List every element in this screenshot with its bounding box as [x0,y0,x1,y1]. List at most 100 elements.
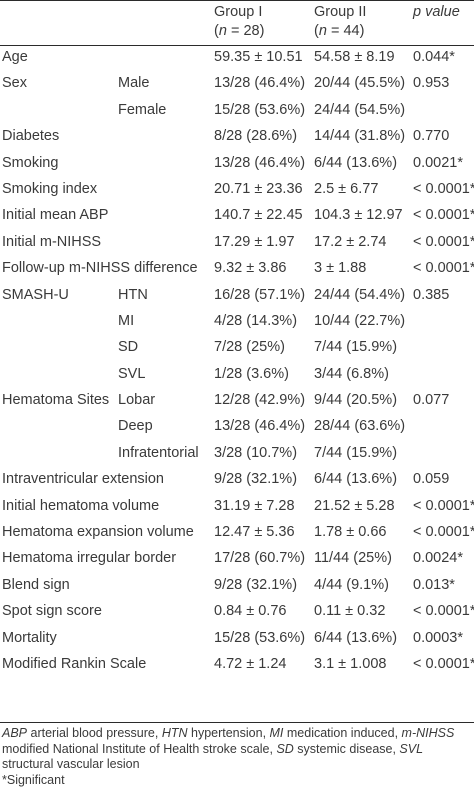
p-value: 0.013* [413,576,455,593]
group1-value: 17/28 (60.7%) [214,550,306,567]
p-value: < 0.0001* [413,260,474,277]
group1-value: 17.29 ± 1.97 [214,233,295,250]
group2-value: 24/44 (54.5%) [314,101,406,118]
row-sublabel: Female [118,101,167,118]
p-value: 0.0024* [413,550,463,567]
table-footnote: ABP arterial blood pressure, HTN hyperte… [2,726,455,787]
group2-value: 3.1 ± 1.008 [314,655,387,672]
group1-value: 13/28 (46.4%) [214,418,306,435]
table-row: Diabetes 8/28 (28.6%) 14/44 (31.8%) 0.770 [0,125,474,151]
group2-value: 4/44 (9.1%) [314,576,389,593]
row-label: Intraventricular extension [2,471,164,488]
group2-value: 20/44 (45.5%) [314,75,406,92]
row-label: Hematoma expansion volume [2,524,194,541]
group1-value: 15/28 (53.6%) [214,101,306,118]
group2-value: 28/44 (63.6%) [314,418,406,435]
row-sublabel: Infratentorial [118,444,199,461]
row-sublabel: Lobar [118,392,156,409]
table-row: SVL 1/28 (3.6%) 3/44 (6.8%) [0,363,474,389]
row-label: Spot sign score [2,603,102,620]
row-sublabel: SD [118,339,139,356]
group1-title: Group I [214,4,263,20]
header-rule [0,45,474,46]
row-sublabel: Male [118,75,150,92]
row-sublabel: MI [118,312,135,329]
p-value: < 0.0001* [413,603,474,620]
row-label: Blend sign [2,576,70,593]
table-row: MI 4/28 (14.3%) 10/44 (22.7%) [0,310,474,336]
p-value-header: p value [413,4,460,20]
group2-n: (n = 44) [314,23,365,39]
group2-value: 24/44 (54.4%) [314,286,406,303]
row-label: Sex [2,75,27,92]
table-row: Initial mean ABP 140.7 ± 22.45 104.3 ± 12.… [0,204,474,230]
row-label: Smoking index [2,180,98,197]
group2-value: 6/44 (13.6%) [314,629,398,646]
row-label: Initial mean ABP [2,207,109,224]
table-row: Hematoma irregular border 17/28 (60.7%) 11… [0,547,474,573]
group1-value: 3/28 (10.7%) [214,444,298,461]
p-value: < 0.0001* [413,497,474,514]
row-sublabel: HTN [118,286,148,303]
table-top-rule [0,0,474,1]
group1-value: 4/28 (14.3%) [214,312,298,329]
group2-value: 11/44 (25%) [314,550,392,567]
table-row: Intraventricular extension 9/28 (32.1%) 6/… [0,468,474,494]
p-value: < 0.0001* [413,233,474,250]
row-label: Mortality [2,629,57,646]
table-row: Sex Male 13/28 (46.4%) 20/44 (45.5%) 0.953 [0,72,474,98]
table-row: Hematoma expansion volume 12.47 ± 5.36 1.7… [0,521,474,547]
group1-value: 140.7 ± 22.45 [214,207,303,224]
group1-value: 12.47 ± 5.36 [214,524,295,541]
group2-value: 6/44 (13.6%) [314,471,398,488]
group1-n: (n = 28) [214,23,265,39]
group2-title: Group II [314,4,367,20]
row-label: Initial m-NIHSS [2,233,102,250]
row-label: Modified Rankin Scale [2,655,147,672]
group2-value: 3 ± 1.88 [314,260,367,277]
table-bottom-rule [0,722,474,723]
row-label: Hematoma irregular border [2,550,177,567]
group2-value: 54.58 ± 8.19 [314,49,395,65]
group2-value: 17.2 ± 2.74 [314,233,387,250]
group2-value: 6/44 (13.6%) [314,154,398,171]
row-label: Hematoma Sites [2,392,110,409]
group1-header: Group I (n = 28) [214,3,264,41]
p-value: 0.770 [413,128,450,145]
group2-value: 104.3 ± 12.97 [314,207,403,224]
p-value: 0.953 [413,75,450,92]
row-label: Initial hematoma volume [2,497,160,514]
group1-value: 20.71 ± 23.36 [214,180,303,197]
group2-value: 2.5 ± 6.77 [314,180,379,197]
group1-value: 13/28 (46.4%) [214,75,306,92]
p-value: 0.0021* [413,154,463,171]
p-value: 0.077 [413,392,450,409]
row-label: Follow-up m-NIHSS difference [2,260,198,277]
table-row: Female 15/28 (53.6%) 24/44 (54.5%) [0,99,474,125]
group1-value: 4.72 ± 1.24 [214,655,287,672]
group2-value: 3/44 (6.8%) [314,365,389,382]
p-value: 0.044* [413,49,455,65]
table-row: Mortality 15/28 (53.6%) 6/44 (13.6%) 0.0003… [0,627,474,653]
group1-value: 9/28 (32.1%) [214,471,298,488]
group2-value: 10/44 (22.7%) [314,312,406,329]
group2-value: 7/44 (15.9%) [314,444,398,461]
row-label: SMASH-U [2,286,69,303]
group1-value: 9.32 ± 3.86 [214,260,287,277]
p-value: < 0.0001* [413,524,474,541]
table-row: Spot sign score 0.84 ± 0.76 0.11 ± 0.32 < 0… [0,600,474,626]
group2-value: 9/44 (20.5%) [314,392,398,409]
row-label: Age [2,49,28,65]
p-value: < 0.0001* [413,207,474,224]
row-label: Smoking [2,154,59,171]
table-row: Follow-up m-NIHSS difference 9.32 ± 3.86 3… [0,257,474,283]
table-row: Deep 13/28 (46.4%) 28/44 (63.6%) [0,415,474,441]
significance-note: *Significant [2,772,65,787]
group1-value: 31.19 ± 7.28 [214,497,295,514]
table-row: Smoking 13/28 (46.4%) 6/44 (13.6%) 0.0021* [0,152,474,178]
table-row: Hematoma Sites Lobar 12/28 (42.9%) 9/44 (20… [0,389,474,415]
group2-header: Group II (n = 44) [314,3,366,41]
row-label: Diabetes [2,128,60,145]
table-body: Age 59.35 ± 10.51 54.58 ± 8.19 0.044* Sex Mal… [0,46,474,721]
